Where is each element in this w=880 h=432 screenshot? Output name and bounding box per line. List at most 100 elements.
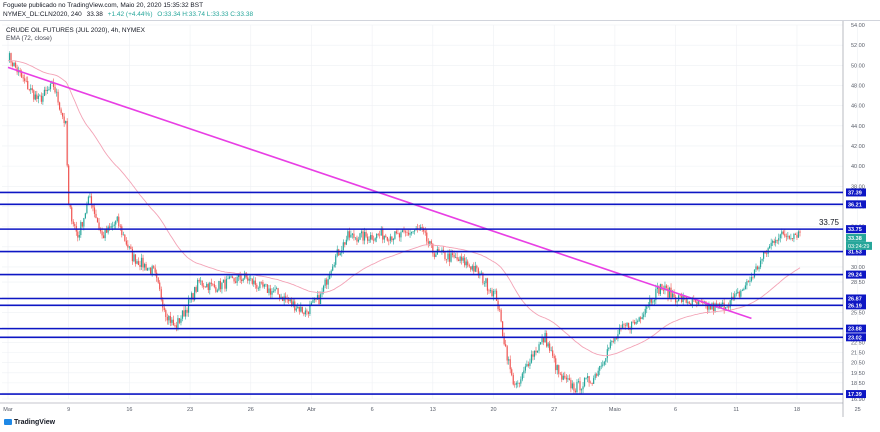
candle [69,203,71,208]
x-tick-label: 6 [674,407,677,413]
candle [154,267,156,273]
candle [247,277,249,281]
level-tag-label: 29.24 [848,273,863,279]
candle [241,279,243,281]
candle [90,196,93,206]
chart-frame[interactable]: 54.0052.0050.0048.0046.0044.0042.0040.00… [0,20,880,417]
candle [110,226,112,228]
candle [380,229,382,236]
candle [485,278,487,284]
candle [433,253,435,257]
candle [709,304,712,310]
candle [195,287,197,292]
candle [659,284,662,295]
candle [623,324,625,326]
x-tick-label: 26 [248,407,254,413]
change-label: +1.42 (+4.44%) [107,11,153,18]
candle [400,232,402,238]
candle [477,268,479,276]
candle [86,204,88,214]
candle [429,241,431,244]
candle [658,286,660,295]
candle [711,303,713,310]
candle [668,287,671,298]
candle [471,265,473,270]
candle [590,382,592,384]
level-tag-label: 26.19 [848,303,862,309]
candle [190,293,193,300]
candle [547,343,549,347]
ema-line [7,60,801,357]
candle [430,241,432,244]
candle [221,282,223,290]
candle [248,278,250,281]
candle [585,377,587,379]
candle [40,95,42,102]
candle [300,306,302,312]
candle [165,310,167,318]
candle [406,232,408,233]
candle [635,321,637,324]
candle [389,236,391,241]
candle [268,288,270,293]
candle [533,350,536,357]
candle [401,230,404,233]
candle [162,299,164,308]
candle [58,102,61,110]
candle [778,238,780,241]
candle [539,342,542,345]
candle [403,230,405,232]
x-tick-label: 9 [67,407,70,413]
candle [494,290,496,292]
candle [503,336,505,345]
last-price-tag-label: 33.38 [848,236,862,242]
candle [272,291,275,292]
candle [784,233,786,237]
candle [213,284,215,288]
candle [31,88,33,91]
candle [125,240,127,245]
candle [759,260,762,268]
candle [366,236,369,241]
candle [685,296,687,303]
level-tag [846,333,866,342]
price-chart[interactable]: 54.0052.0050.0048.0046.0044.0042.0040.00… [0,21,880,417]
candle [386,236,388,241]
candle [769,245,771,249]
candle [518,382,520,384]
candle [761,258,763,261]
candle [151,266,153,274]
candle [498,309,501,310]
candle [189,299,191,301]
candle [652,301,654,303]
candle [368,239,370,241]
level-tag-label: 36.21 [848,202,862,208]
candle [462,257,464,261]
candle [573,383,575,391]
candle [218,280,220,291]
candle [626,322,628,326]
candle [93,207,96,214]
candle [552,350,554,356]
x-tick-label: 23 [187,407,193,413]
candle [397,233,399,234]
candle [527,364,530,366]
candle [146,268,149,271]
candle [234,281,237,283]
candle [363,231,366,241]
candle [345,239,347,245]
candle [796,234,798,238]
candle [509,359,511,370]
candle [766,253,768,255]
candle [702,302,704,304]
candle [301,306,303,313]
candle [697,300,699,305]
candle [37,95,39,99]
level-tag-label: 33.75 [848,227,862,233]
candle [749,280,751,282]
candle [55,91,58,93]
countdown-tag-label: 03:24:29 [848,244,869,250]
candle [209,282,211,291]
candle [336,249,338,256]
candle [137,261,140,266]
